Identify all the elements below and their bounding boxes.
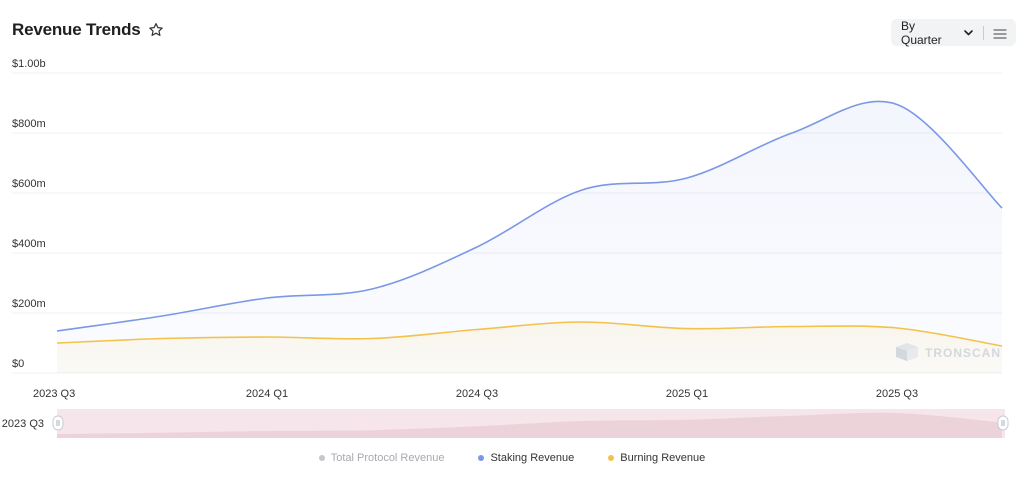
y-axis-labels: $0 $200m $400m $600m $800m $1.00b: [12, 58, 46, 370]
star-icon[interactable]: [148, 22, 164, 38]
chart-header: Revenue Trends: [12, 20, 164, 40]
page-title: Revenue Trends: [12, 20, 141, 39]
zoom-slider-preview: [57, 412, 1002, 438]
x-tick-label: 2025 Q3: [876, 388, 918, 400]
staking-revenue-line[interactable]: [56, 100, 1003, 332]
y-tick-label: $1.00b: [12, 58, 46, 70]
zoom-handle-right[interactable]: [997, 415, 1009, 431]
chart-toolbar: By Quarter: [891, 19, 1016, 47]
chart-legend: Total Protocol Revenue Staking Revenue Bur…: [0, 452, 1024, 464]
staking-revenue-area: [57, 101, 1002, 373]
zoom-slider[interactable]: 2023 Q3: [2, 409, 1009, 438]
x-tick-label: 2024 Q1: [246, 388, 288, 400]
x-tick-label: 2025 Q1: [666, 388, 708, 400]
y-tick-label: $200m: [12, 298, 46, 310]
chevron-down-icon: [963, 27, 974, 38]
x-tick-label: 2023 Q3: [33, 388, 75, 400]
legend-item-staking-revenue[interactable]: Staking Revenue: [478, 452, 574, 464]
legend-label: Staking Revenue: [490, 452, 575, 464]
y-tick-label: $400m: [12, 238, 46, 250]
period-select-label: By Quarter: [901, 18, 942, 47]
burning-revenue-line[interactable]: [56, 321, 1003, 347]
x-axis-labels: 2023 Q3 2024 Q1 2024 Q3 2025 Q1 2025 Q3: [33, 388, 918, 400]
legend-item-total-protocol-revenue[interactable]: Total Protocol Revenue: [318, 452, 445, 464]
legend-label: Total Protocol Revenue: [330, 452, 445, 464]
zoom-slider-start-label: 2023 Q3: [2, 418, 44, 430]
watermark: TRONSCAN: [896, 343, 1001, 361]
zoom-handle-left[interactable]: [52, 415, 64, 431]
legend-label: Burning Revenue: [620, 452, 706, 464]
menu-icon[interactable]: [993, 27, 1007, 39]
watermark-text: TRONSCAN: [925, 346, 1001, 360]
y-tick-label: $600m: [12, 178, 46, 190]
legend-item-burning-revenue[interactable]: Burning Revenue: [608, 452, 705, 464]
x-tick-label: 2024 Q3: [456, 388, 498, 400]
series-areas: [57, 101, 1002, 373]
toolbar-divider: [983, 25, 984, 40]
legend-dot-icon: [608, 455, 615, 461]
legend-dot-icon: [318, 455, 325, 461]
period-select[interactable]: By Quarter: [901, 19, 974, 47]
burning-revenue-area: [57, 321, 1002, 373]
tronscan-logo-icon: [896, 343, 918, 361]
legend-dot-icon: [478, 455, 485, 461]
y-tick-label: $800m: [12, 118, 46, 130]
series-lines: [56, 100, 1003, 347]
y-tick-label: $0: [12, 358, 24, 370]
